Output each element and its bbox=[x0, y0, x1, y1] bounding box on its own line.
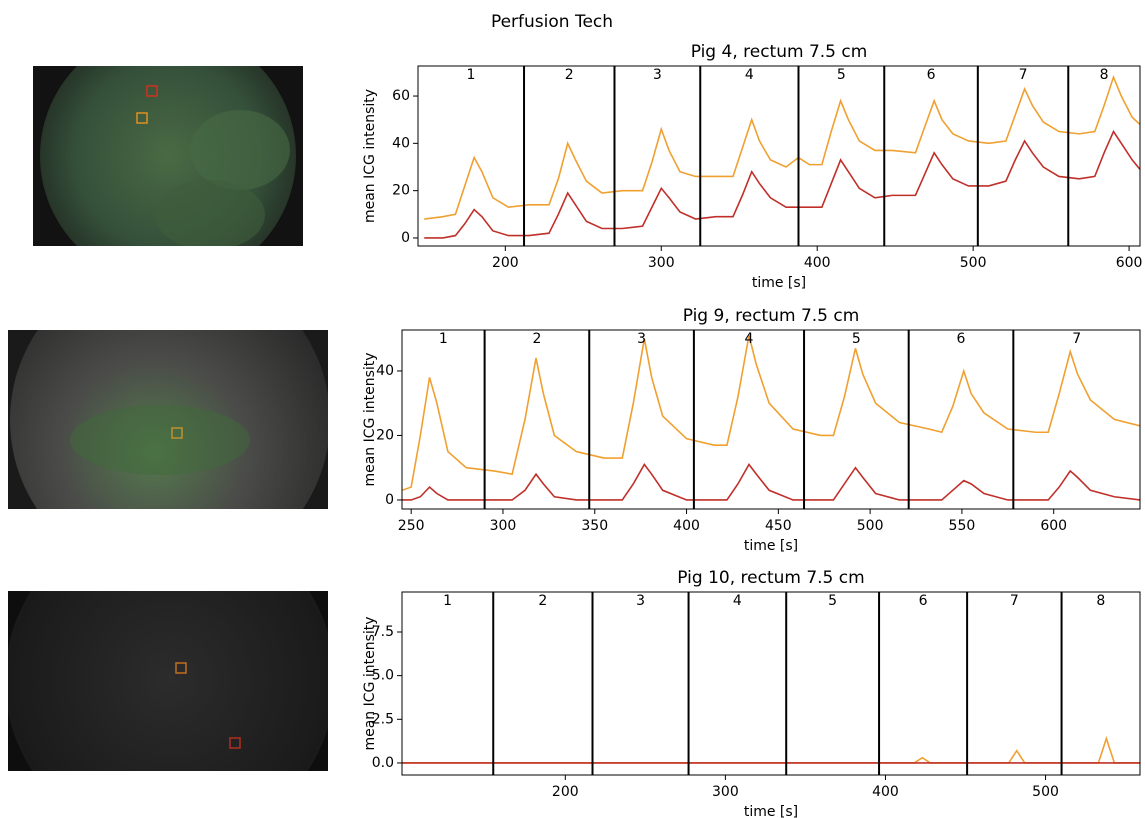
photo bbox=[8, 591, 328, 771]
figure-title: Perfusion Tech bbox=[491, 12, 613, 32]
segment-label: 7 bbox=[1072, 331, 1081, 347]
segment-label: 2 bbox=[538, 593, 547, 609]
segment-label: 8 bbox=[1096, 593, 1105, 609]
x-axis-label: time [s] bbox=[744, 804, 798, 818]
y-tick-label: 2.5 bbox=[372, 711, 394, 727]
x-tick-label: 300 bbox=[648, 255, 675, 271]
x-tick-label: 600 bbox=[1116, 255, 1143, 271]
axes-frame bbox=[417, 65, 1141, 247]
series-line bbox=[424, 129, 1140, 239]
segment-label: 8 bbox=[1100, 67, 1109, 83]
y-axis-label: mean ICG intensity bbox=[362, 616, 378, 750]
segment-label: 6 bbox=[957, 331, 966, 347]
y-tick-label: 20 bbox=[376, 427, 394, 443]
photo bbox=[8, 330, 328, 509]
x-tick-label: 200 bbox=[552, 784, 579, 800]
segment-label: 3 bbox=[637, 331, 646, 347]
x-tick-label: 450 bbox=[765, 518, 792, 534]
y-tick-label: 40 bbox=[392, 135, 410, 151]
photo bbox=[33, 66, 303, 246]
segment-label: 5 bbox=[837, 67, 846, 83]
x-tick-label: 350 bbox=[581, 518, 608, 534]
series-line bbox=[402, 335, 1140, 492]
series-line bbox=[424, 74, 1140, 220]
x-tick-label: 400 bbox=[872, 784, 899, 800]
chart-title: Pig 10, rectum 7.5 cm bbox=[677, 568, 864, 588]
segment-label: 1 bbox=[467, 67, 476, 83]
y-axis-label: mean ICG intensity bbox=[362, 89, 378, 223]
segment-label: 2 bbox=[532, 331, 541, 347]
y-tick-label: 20 bbox=[392, 183, 410, 199]
y-tick-label: 0.0 bbox=[372, 755, 394, 771]
x-axis-label: time [s] bbox=[744, 538, 798, 554]
series-line bbox=[402, 463, 1140, 501]
y-tick-label: 0 bbox=[401, 230, 410, 246]
x-tick-label: 250 bbox=[398, 518, 425, 534]
y-tick-label: 40 bbox=[376, 363, 394, 379]
y-tick-label: 5.0 bbox=[372, 668, 394, 684]
x-tick-label: 300 bbox=[490, 518, 517, 534]
segment-label: 4 bbox=[733, 593, 742, 609]
x-tick-label: 400 bbox=[673, 518, 700, 534]
axes-frame bbox=[401, 591, 1141, 776]
y-tick-label: 7.5 bbox=[372, 624, 394, 640]
segment-label: 2 bbox=[565, 67, 574, 83]
segment-label: 4 bbox=[745, 331, 754, 347]
x-tick-label: 500 bbox=[857, 518, 884, 534]
segment-label: 3 bbox=[636, 593, 645, 609]
segment-label: 6 bbox=[927, 67, 936, 83]
x-tick-label: 550 bbox=[949, 518, 976, 534]
segment-label: 4 bbox=[745, 67, 754, 83]
chart-title: Pig 9, rectum 7.5 cm bbox=[683, 306, 860, 326]
x-tick-label: 300 bbox=[712, 784, 739, 800]
y-tick-label: 0 bbox=[385, 492, 394, 508]
x-tick-label: 400 bbox=[804, 255, 831, 271]
y-axis-label: mean ICG intensity bbox=[362, 352, 378, 486]
x-tick-label: 500 bbox=[1032, 784, 1059, 800]
x-tick-label: 600 bbox=[1040, 518, 1067, 534]
segment-label: 1 bbox=[443, 593, 452, 609]
axes-frame bbox=[401, 329, 1141, 510]
segment-label: 6 bbox=[919, 593, 928, 609]
chart-title: Pig 4, rectum 7.5 cm bbox=[691, 42, 868, 62]
x-tick-label: 200 bbox=[492, 255, 519, 271]
segment-label: 1 bbox=[439, 331, 448, 347]
series-line bbox=[402, 735, 1140, 764]
x-tick-label: 500 bbox=[960, 255, 987, 271]
x-axis-label: time [s] bbox=[752, 275, 806, 291]
segment-label: 5 bbox=[852, 331, 861, 347]
y-tick-label: 60 bbox=[392, 88, 410, 104]
segment-label: 7 bbox=[1010, 593, 1019, 609]
segment-label: 3 bbox=[653, 67, 662, 83]
segment-label: 7 bbox=[1019, 67, 1028, 83]
segment-label: 5 bbox=[828, 593, 837, 609]
